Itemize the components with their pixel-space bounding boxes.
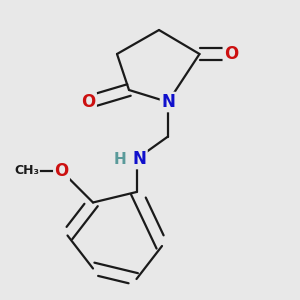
Text: O: O bbox=[81, 93, 96, 111]
Text: O: O bbox=[54, 162, 69, 180]
Text: CH₃: CH₃ bbox=[14, 164, 39, 178]
Text: H: H bbox=[114, 152, 126, 166]
Text: O: O bbox=[224, 45, 238, 63]
Text: N: N bbox=[161, 93, 175, 111]
Text: N: N bbox=[133, 150, 146, 168]
